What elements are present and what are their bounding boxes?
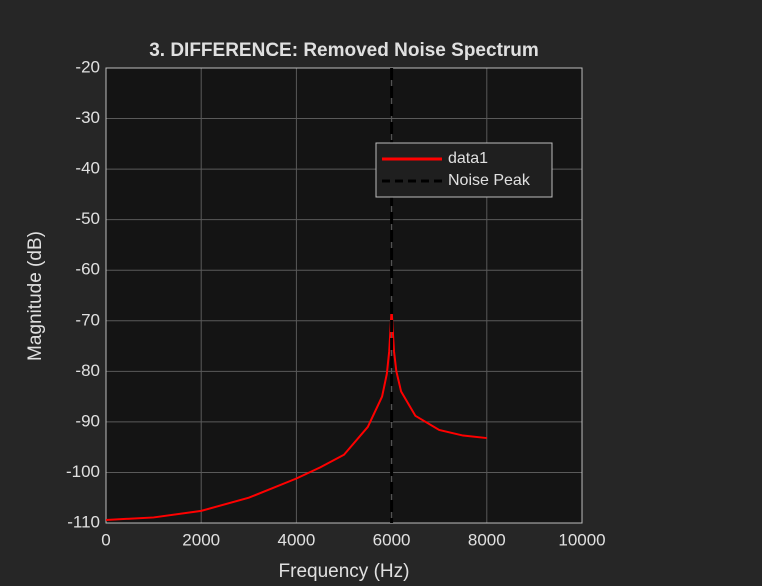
- y-tick-label: -40: [75, 159, 100, 178]
- legend-box: [375, 142, 553, 198]
- x-tick-label: 4000: [277, 530, 315, 549]
- x-axis-label: Frequency (Hz): [279, 561, 410, 582]
- x-tick-label: 10000: [558, 530, 605, 549]
- y-tick-label: -70: [75, 310, 100, 329]
- y-axis-label: Magnitude (dB): [25, 231, 46, 361]
- y-tick-label: -90: [75, 411, 100, 430]
- x-tick-label: 8000: [468, 530, 506, 549]
- legend-label: data1: [448, 150, 488, 167]
- y-tick-label: -30: [75, 108, 100, 127]
- x-tick-label: 6000: [373, 530, 411, 549]
- y-tick-label: -20: [75, 57, 100, 76]
- legend-label: Noise Peak: [448, 172, 531, 189]
- y-tick-label: -110: [67, 512, 100, 531]
- axes-box: [105, 67, 583, 524]
- chart-title: 3. DIFFERENCE: Removed Noise Spectrum: [149, 40, 539, 61]
- y-tick-label: -80: [75, 361, 100, 380]
- x-tick-label: 2000: [182, 530, 220, 549]
- data-line: [105, 309, 487, 521]
- y-tick-label: -60: [75, 260, 100, 279]
- y-tick-label: -50: [75, 209, 100, 228]
- x-tick-label: 0: [101, 530, 110, 549]
- y-tick-label: -100: [66, 462, 100, 481]
